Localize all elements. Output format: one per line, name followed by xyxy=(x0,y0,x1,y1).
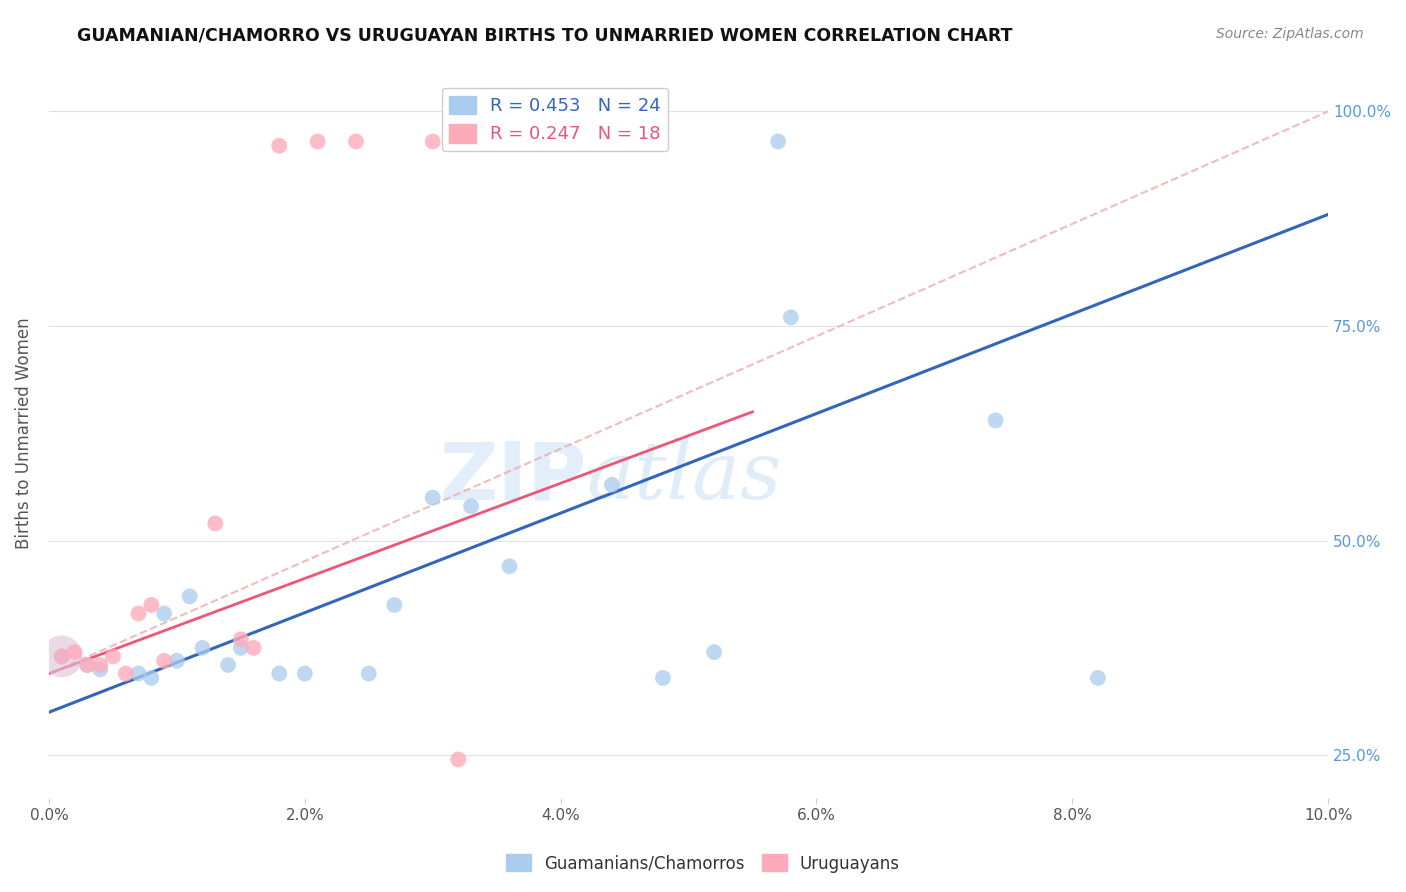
Point xyxy=(422,135,444,149)
Point xyxy=(76,658,98,673)
Point xyxy=(269,138,291,153)
Point xyxy=(128,666,150,681)
Point xyxy=(294,666,316,681)
Point xyxy=(89,658,111,673)
Point xyxy=(51,649,73,664)
Text: ZIP: ZIP xyxy=(439,438,586,516)
Point xyxy=(229,640,252,655)
Point xyxy=(307,135,329,149)
Point xyxy=(1087,671,1109,685)
Point xyxy=(269,666,291,681)
Point xyxy=(934,847,956,861)
Point xyxy=(382,598,405,612)
Point xyxy=(229,632,252,647)
Point xyxy=(51,649,73,664)
Point xyxy=(76,658,98,673)
Point xyxy=(344,135,367,149)
Point xyxy=(217,658,239,673)
Point xyxy=(984,413,1007,427)
Point xyxy=(141,671,163,685)
Point xyxy=(153,654,176,668)
Point xyxy=(114,666,136,681)
Point xyxy=(153,607,176,621)
Point xyxy=(191,640,214,655)
Point xyxy=(447,752,470,766)
Point xyxy=(652,671,675,685)
Point xyxy=(600,477,623,491)
Point xyxy=(357,666,380,681)
Point xyxy=(422,491,444,505)
Point xyxy=(242,640,264,655)
Point xyxy=(204,516,226,531)
Y-axis label: Births to Unmarried Women: Births to Unmarried Women xyxy=(15,318,32,549)
Point xyxy=(63,645,86,659)
Point xyxy=(166,654,188,668)
Point xyxy=(780,847,803,861)
Point xyxy=(780,310,803,325)
Text: atlas: atlas xyxy=(586,438,782,516)
Point xyxy=(766,135,789,149)
Text: GUAMANIAN/CHAMORRO VS URUGUAYAN BIRTHS TO UNMARRIED WOMEN CORRELATION CHART: GUAMANIAN/CHAMORRO VS URUGUAYAN BIRTHS T… xyxy=(77,27,1012,45)
Point xyxy=(498,559,520,574)
Point xyxy=(51,649,73,664)
Point xyxy=(703,645,725,659)
Point xyxy=(460,500,482,514)
Point xyxy=(141,598,163,612)
Legend: R = 0.453   N = 24, R = 0.247   N = 18: R = 0.453 N = 24, R = 0.247 N = 18 xyxy=(441,88,668,151)
Text: Source: ZipAtlas.com: Source: ZipAtlas.com xyxy=(1216,27,1364,41)
Point xyxy=(89,662,111,676)
Point xyxy=(101,649,124,664)
Legend: Guamanians/Chamorros, Uruguayans: Guamanians/Chamorros, Uruguayans xyxy=(499,847,907,880)
Point xyxy=(51,649,73,664)
Point xyxy=(128,607,150,621)
Point xyxy=(179,590,201,604)
